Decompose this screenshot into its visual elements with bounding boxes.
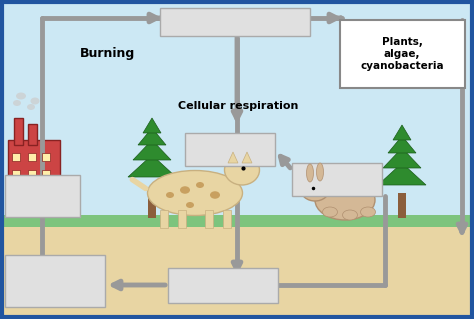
Polygon shape xyxy=(242,152,252,163)
Bar xyxy=(3,215,471,227)
Polygon shape xyxy=(393,125,411,140)
Polygon shape xyxy=(143,118,161,133)
Ellipse shape xyxy=(180,186,190,194)
Ellipse shape xyxy=(186,202,194,208)
FancyBboxPatch shape xyxy=(168,268,278,303)
Text: Cellular respiration: Cellular respiration xyxy=(178,101,298,111)
FancyBboxPatch shape xyxy=(340,20,465,88)
Ellipse shape xyxy=(166,192,174,198)
Bar xyxy=(28,124,37,145)
Bar xyxy=(12,153,20,161)
Bar xyxy=(12,170,20,178)
Bar xyxy=(28,170,36,178)
Polygon shape xyxy=(228,152,238,163)
Polygon shape xyxy=(378,163,426,185)
Bar xyxy=(8,140,60,215)
Polygon shape xyxy=(133,140,171,160)
FancyBboxPatch shape xyxy=(160,8,310,36)
Ellipse shape xyxy=(307,164,313,182)
Bar xyxy=(398,193,406,218)
Ellipse shape xyxy=(210,191,220,199)
Ellipse shape xyxy=(225,155,259,185)
Ellipse shape xyxy=(196,182,204,188)
Bar xyxy=(148,190,156,218)
Bar xyxy=(3,220,471,316)
Ellipse shape xyxy=(30,98,39,105)
Bar xyxy=(223,210,231,228)
Ellipse shape xyxy=(13,100,21,106)
Ellipse shape xyxy=(343,210,357,220)
Bar xyxy=(205,210,213,228)
Text: Plants,
algae,
cyanobacteria: Plants, algae, cyanobacteria xyxy=(360,37,444,70)
Ellipse shape xyxy=(317,163,323,181)
Ellipse shape xyxy=(16,93,26,100)
Polygon shape xyxy=(388,136,416,153)
Ellipse shape xyxy=(27,104,35,110)
Bar xyxy=(14,118,23,145)
Ellipse shape xyxy=(322,207,337,217)
FancyArrowPatch shape xyxy=(132,180,146,189)
Ellipse shape xyxy=(147,170,243,216)
Bar xyxy=(42,170,50,178)
Polygon shape xyxy=(138,128,166,145)
Polygon shape xyxy=(128,155,176,177)
Ellipse shape xyxy=(361,207,375,217)
FancyBboxPatch shape xyxy=(185,133,275,166)
Bar xyxy=(42,153,50,161)
Bar xyxy=(160,210,168,228)
Bar xyxy=(28,153,36,161)
Ellipse shape xyxy=(301,179,329,201)
Bar xyxy=(178,210,186,228)
FancyBboxPatch shape xyxy=(292,163,382,196)
Text: Burning: Burning xyxy=(81,47,136,60)
Polygon shape xyxy=(383,148,421,168)
FancyBboxPatch shape xyxy=(5,255,105,307)
Ellipse shape xyxy=(315,180,375,220)
FancyBboxPatch shape xyxy=(5,175,80,217)
